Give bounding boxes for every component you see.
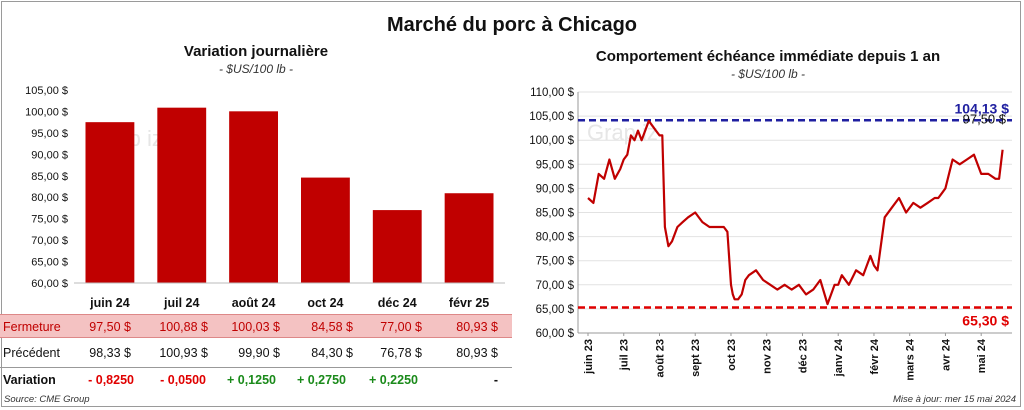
y-tick-label: 90,00 $ bbox=[536, 183, 575, 195]
line-chart: Grap iz 60,00 $ 65,00 $ 70,00 $ 75,00 $ 80,00… bbox=[529, 87, 1012, 381]
row-label: Fermeture bbox=[3, 320, 61, 334]
page-title: Marché du porc à Chicago bbox=[386, 14, 638, 36]
cell-unit: $ bbox=[201, 320, 208, 334]
series-line bbox=[587, 119, 1004, 306]
last-value-label: 97,50 $ bbox=[963, 111, 1007, 126]
bar-chart-title: Variation journalière bbox=[183, 43, 329, 60]
y-tick-label: 75,00 $ bbox=[536, 256, 575, 268]
x-tick-label: déc 24 bbox=[378, 296, 417, 310]
y-tick-label: 70,00 $ bbox=[536, 280, 575, 292]
cell-unit: $ bbox=[491, 346, 498, 360]
cell-unit: $ bbox=[415, 346, 422, 360]
y-tick-label: 65,00 $ bbox=[31, 257, 68, 269]
y-tick-label: 110,00 $ bbox=[530, 87, 575, 99]
bar bbox=[300, 177, 350, 283]
x-tick-label: août 24 bbox=[232, 296, 276, 310]
bar bbox=[229, 111, 279, 283]
x-tick-label: mai 24 bbox=[976, 338, 988, 373]
table-cell: 80,93 bbox=[456, 346, 488, 360]
cell-unit: $ bbox=[201, 346, 208, 360]
y-tick-label: 95,00 $ bbox=[536, 159, 575, 171]
table-row-precedent: Précédent 98,33 $ 100,93 $ 99,90 $ 84,30… bbox=[0, 341, 512, 365]
table-cell: 100,88 bbox=[159, 320, 198, 334]
table-row-variation: Variation - 0,8250 - 0,0500 + 0,1250 + 0… bbox=[0, 367, 512, 391]
y-tick-label: 105,00 $ bbox=[25, 85, 68, 97]
line-chart-title: Comportement échéance immédiate depuis 1… bbox=[595, 48, 941, 65]
x-tick-label: oct 24 bbox=[307, 296, 343, 310]
y-tick-label: 95,00 $ bbox=[31, 128, 68, 140]
table-cell: 77,00 bbox=[380, 320, 412, 334]
cell-unit: $ bbox=[273, 346, 280, 360]
update-note: Mise à jour: mer 15 mai 2024 bbox=[892, 394, 1016, 405]
row-label: Précédent bbox=[3, 346, 60, 360]
bar bbox=[372, 210, 422, 283]
cell-unit: $ bbox=[124, 320, 131, 334]
x-tick-label: oct 23 bbox=[726, 339, 738, 371]
y-tick-label: 60,00 $ bbox=[536, 328, 575, 340]
source-note: Source: CME Group bbox=[4, 394, 90, 405]
x-tick-label: nov 23 bbox=[762, 339, 774, 374]
cell-unit: $ bbox=[346, 346, 353, 360]
bar-chart-subtitle: - $US/100 lb - bbox=[218, 62, 294, 76]
reference-label: 104,13 $ bbox=[955, 100, 1010, 116]
x-tick-label: juil 24 bbox=[163, 296, 199, 310]
x-tick-label: août 23 bbox=[654, 339, 666, 378]
cell-unit: $ bbox=[415, 320, 422, 334]
x-tick-label: sept 23 bbox=[690, 339, 702, 377]
y-tick-label: 100,00 $ bbox=[25, 106, 68, 118]
table-cell: + 0,2750 bbox=[296, 373, 346, 387]
watermark: Grap iz bbox=[587, 120, 658, 145]
cell-unit: $ bbox=[346, 320, 353, 334]
table-cell: - bbox=[493, 373, 498, 387]
row-label: Variation bbox=[3, 373, 56, 387]
y-tick-label: 100,00 $ bbox=[529, 135, 574, 147]
line-chart-subtitle: - $US/100 lb - bbox=[730, 67, 806, 81]
x-tick-label: juin 23 bbox=[583, 339, 595, 375]
reference-label: 65,30 $ bbox=[962, 312, 1009, 328]
cell-unit: $ bbox=[124, 346, 131, 360]
x-tick-label: févr 24 bbox=[869, 338, 881, 374]
table-cell: - 0,8250 bbox=[88, 373, 134, 387]
cell-unit: $ bbox=[491, 320, 498, 334]
x-tick-label: févr 25 bbox=[449, 296, 489, 310]
x-tick-label: juin 24 bbox=[89, 296, 130, 310]
table-cell: 76,78 bbox=[380, 346, 412, 360]
table-cell: 84,58 bbox=[311, 320, 343, 334]
y-tick-label: 75,00 $ bbox=[31, 214, 68, 226]
x-tick-label: janv 24 bbox=[833, 338, 845, 377]
cell-unit: $ bbox=[273, 320, 280, 334]
table-cell: 80,93 bbox=[456, 320, 488, 334]
x-tick-label: juil 23 bbox=[619, 339, 631, 371]
x-tick-label: déc 23 bbox=[797, 339, 809, 373]
x-tick-label: mars 24 bbox=[905, 338, 917, 380]
table-cell: 84,30 bbox=[311, 346, 343, 360]
table-cell: 100,93 bbox=[159, 346, 198, 360]
table-cell: + 0,2250 bbox=[368, 373, 418, 387]
bar bbox=[157, 107, 207, 283]
y-tick-label: 65,00 $ bbox=[536, 304, 575, 316]
table-row-fermeture: Fermeture 97,50 $ 100,88 $ 100,03 $ 84,5… bbox=[0, 314, 512, 338]
y-tick-label: 80,00 $ bbox=[31, 192, 68, 204]
y-tick-label: 105,00 $ bbox=[529, 111, 574, 123]
y-tick-label: 60,00 $ bbox=[31, 278, 68, 290]
y-tick-label: 90,00 $ bbox=[31, 149, 68, 161]
table-cell: 100,03 bbox=[231, 320, 270, 334]
bar bbox=[85, 122, 135, 284]
bar bbox=[444, 193, 494, 283]
table-cell: 97,50 bbox=[89, 320, 121, 334]
y-tick-label: 80,00 $ bbox=[536, 232, 575, 244]
table-cell: 98,33 bbox=[89, 346, 121, 360]
table-cell: + 0,1250 bbox=[226, 373, 276, 387]
table-cell: 99,90 bbox=[238, 346, 270, 360]
x-tick-label: avr 24 bbox=[940, 338, 952, 371]
y-tick-label: 70,00 $ bbox=[31, 235, 68, 247]
y-tick-label: 85,00 $ bbox=[31, 171, 68, 183]
y-tick-label: 85,00 $ bbox=[536, 208, 575, 220]
table-cell: - 0,0500 bbox=[160, 373, 206, 387]
